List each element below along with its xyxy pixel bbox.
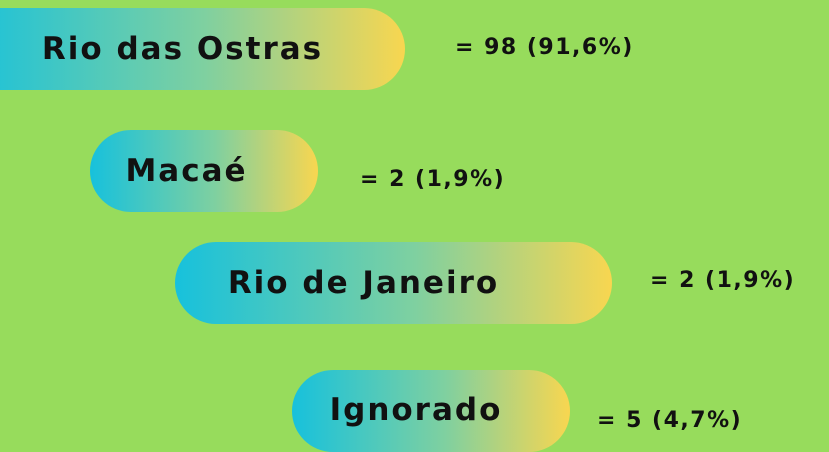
value: = 5 (4,7%): [597, 408, 743, 433]
page: Rio das Ostras = 98 (91,6%) Macaé = 2 (1…: [0, 8, 796, 452]
label-pill: Ignorado: [292, 370, 570, 452]
value: = 98 (91,6%): [455, 35, 634, 60]
label-pill: Rio das Ostras: [0, 8, 405, 90]
label: Rio das Ostras: [41, 31, 324, 67]
label: Ignorado: [329, 392, 503, 428]
label-pill: Rio de Janeiro: [175, 242, 612, 324]
label: Rio de Janeiro: [227, 265, 500, 301]
label-pill: Macaé: [90, 130, 318, 212]
value: = 2 (1,9%): [360, 167, 506, 192]
label: Macaé: [125, 153, 248, 189]
value: = 2 (1,9%): [650, 268, 796, 293]
